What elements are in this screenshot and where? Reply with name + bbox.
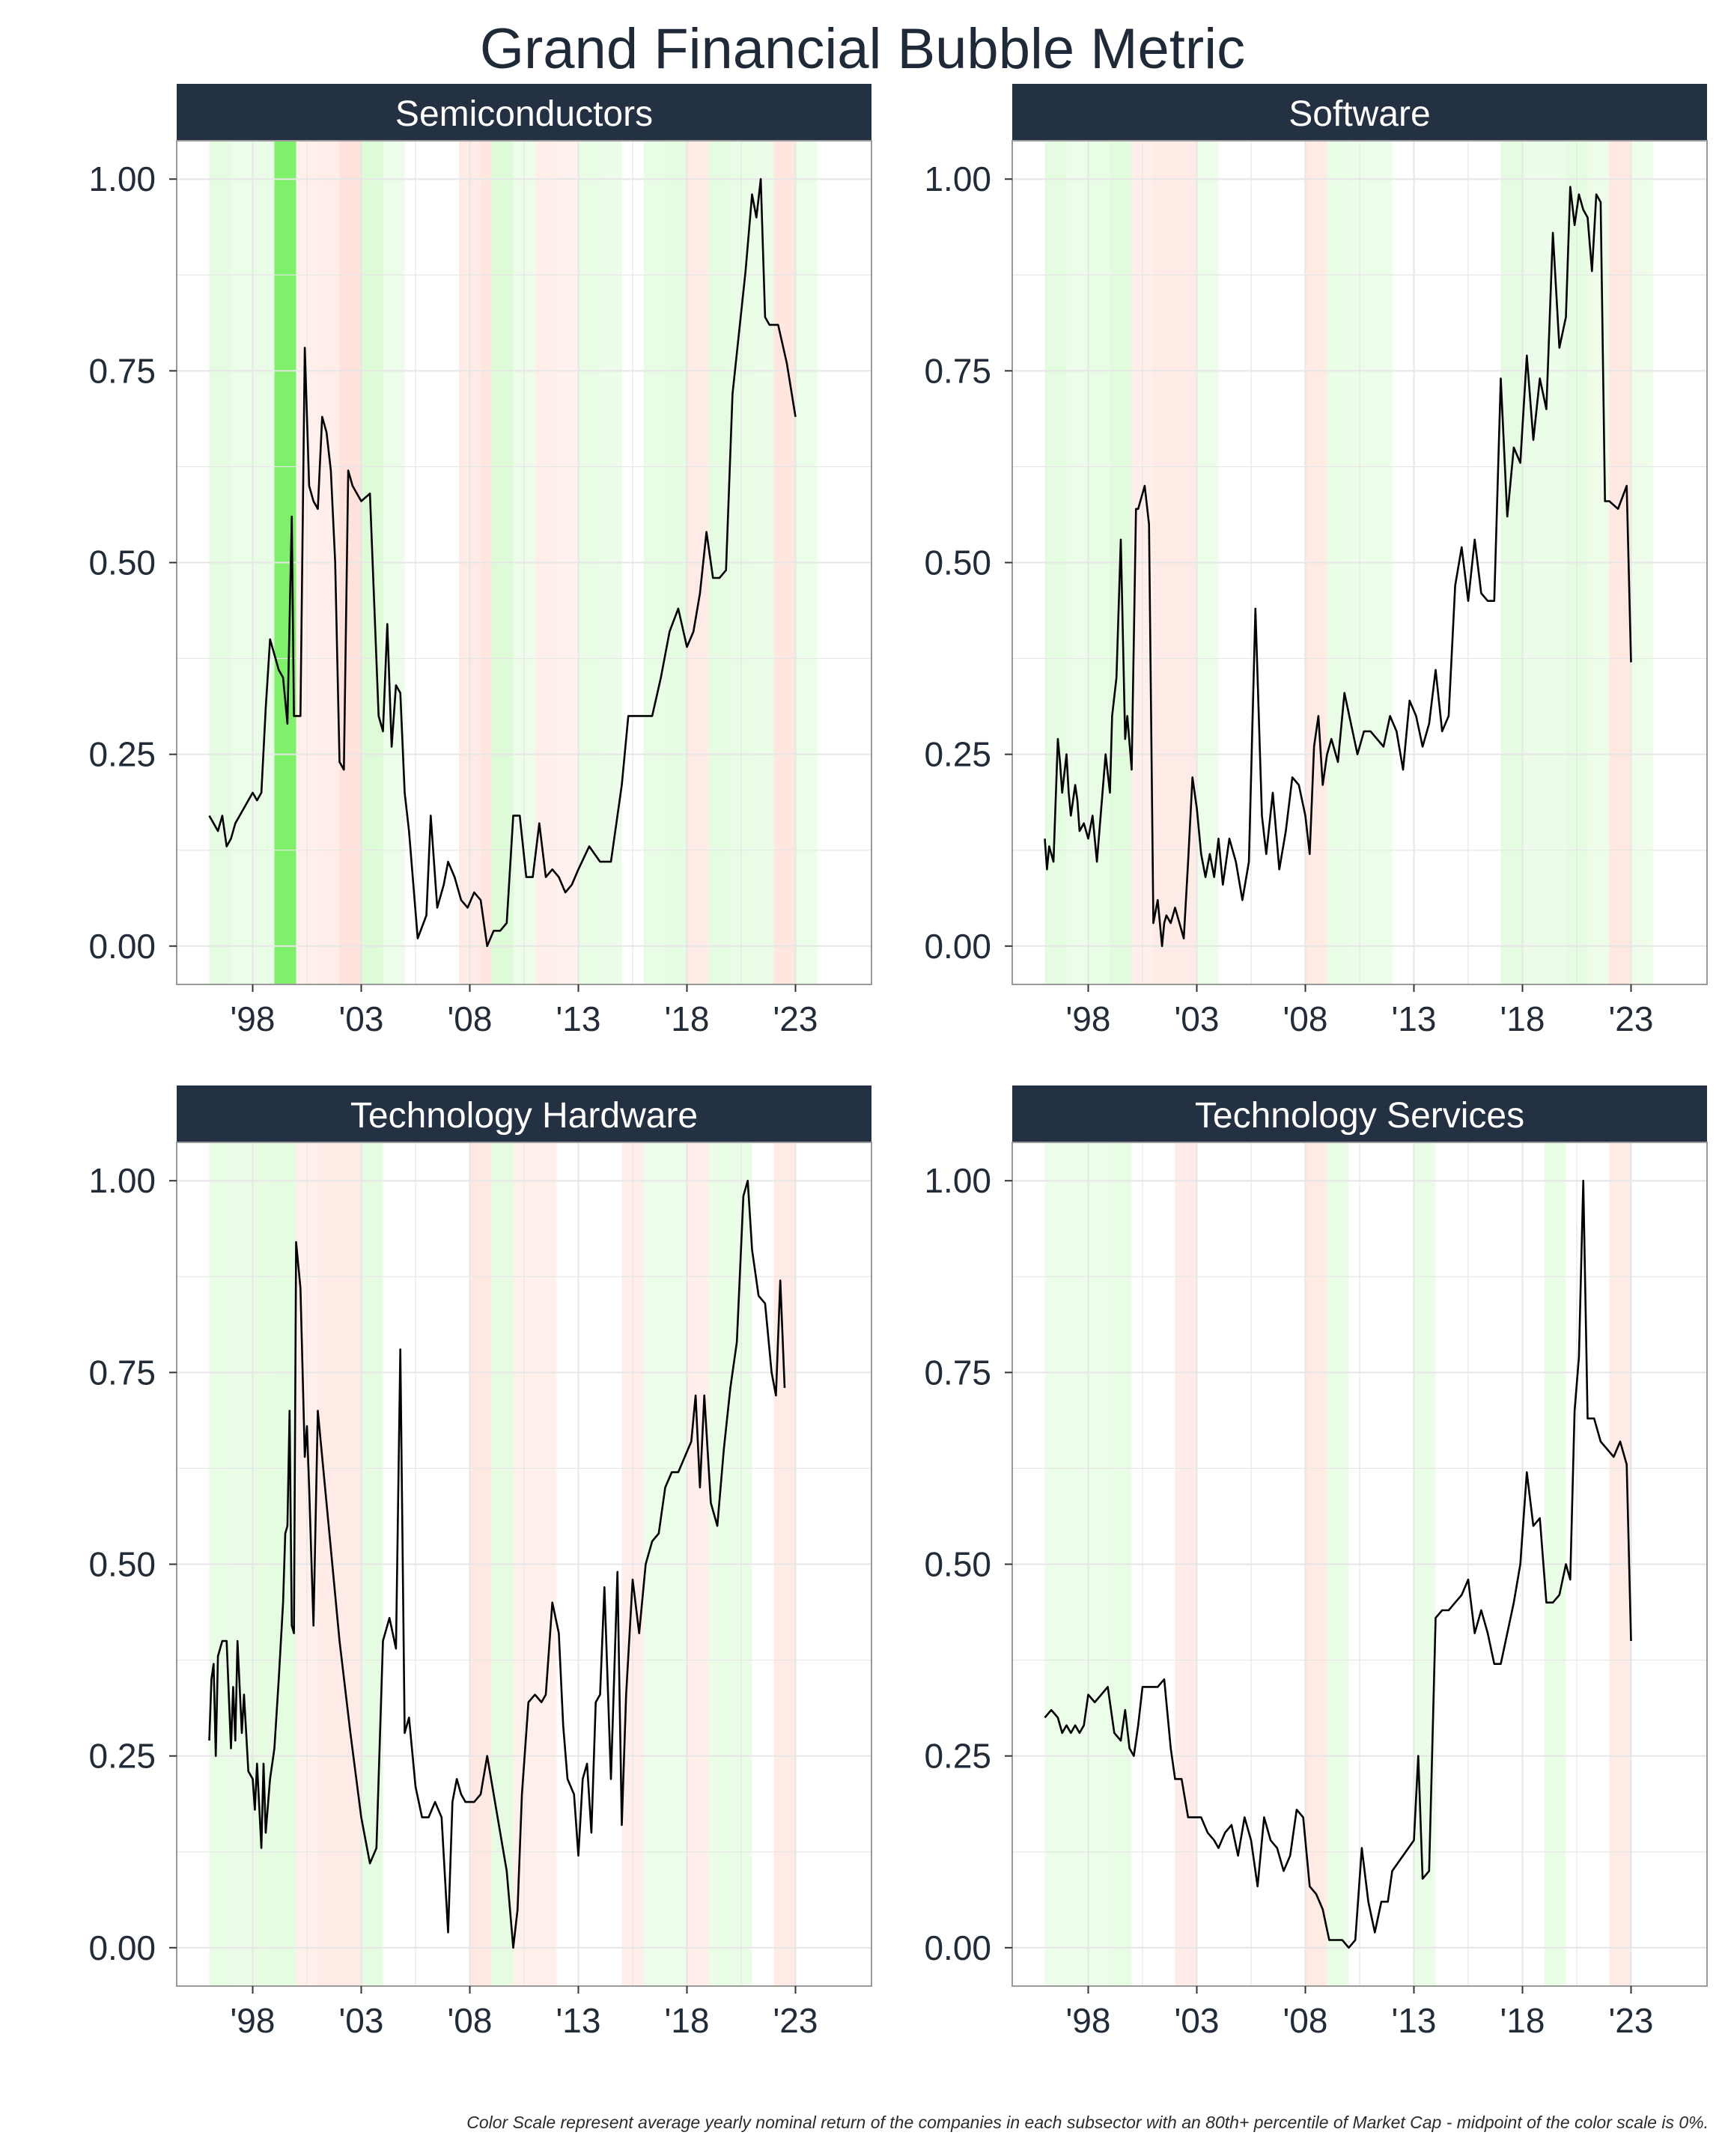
facet-title: Software [1289,94,1430,134]
x-tick-label: '23 [773,2001,818,2040]
x-tick-label: '18 [1500,2001,1545,2040]
y-tick-label: 1.00 [924,159,991,198]
x-tick-label: '18 [665,999,710,1038]
facet-header [1012,1085,1707,1142]
x-tick-label: '03 [1175,999,1220,1038]
y-tick-label: 0.25 [924,1737,991,1776]
x-tick-label: '23 [1609,2001,1654,2040]
x-tick-label: '03 [1175,2001,1220,2040]
y-tick-label: 0.25 [924,735,991,774]
x-tick-label: '13 [556,2001,601,2040]
y-tick-label: 0.50 [88,1545,156,1584]
facet-panel: Technology Hardware 0.00 0.25 0.50 0.75 1.00 '… [88,1085,872,2040]
y-tick-label: 1.00 [924,1161,991,1200]
x-tick-label: '03 [339,2001,384,2040]
facet-header [1012,84,1707,141]
x-tick-label: '18 [1500,999,1545,1038]
x-tick-label: '98 [1066,2001,1111,2040]
y-tick-label: 0.25 [88,735,156,774]
series-line [1044,1179,1632,1949]
y-tick-label: 0.75 [88,1353,156,1392]
facet-header [177,1085,871,1142]
series-line [208,1179,786,1949]
x-tick-label: '03 [339,999,384,1038]
y-tick-label: 1.00 [88,1161,156,1200]
color-scale-caption: Color Scale represent average yearly nom… [466,2113,1709,2132]
x-tick-label: '98 [1066,999,1111,1038]
x-tick-label: '08 [1283,999,1328,1038]
facet-title: Technology Hardware [350,1096,698,1136]
y-tick-label: 0.00 [924,1928,991,1967]
series-line [208,177,797,948]
x-tick-label: '13 [1392,2001,1437,2040]
facet-panel: Software 0.00 0.25 0.50 0.75 1.00 '98 '03 '08 '13… [924,84,1708,1038]
y-tick-label: 0.50 [924,1545,991,1584]
facet-panel: Semiconductors 0.00 0.25 0.50 0.75 1.00 '98 '03… [88,84,872,1038]
facet-title: Semiconductors [395,94,653,134]
x-tick-label: '23 [773,999,818,1038]
y-tick-label: 0.75 [924,351,991,390]
x-tick-label: '18 [665,2001,710,2040]
y-tick-label: 0.50 [924,543,991,582]
x-tick-label: '98 [231,2001,276,2040]
y-tick-label: 0.75 [88,351,156,390]
y-tick-label: 0.50 [88,543,156,582]
y-tick-label: 0.00 [88,927,156,966]
y-tick-label: 1.00 [88,159,156,198]
x-tick-label: '23 [1609,999,1654,1038]
chart-title: Grand Financial Bubble Metric [479,17,1246,81]
x-tick-label: '08 [448,999,493,1038]
x-tick-label: '13 [1392,999,1437,1038]
y-tick-label: 0.00 [88,1928,156,1967]
x-tick-label: '98 [231,999,276,1038]
y-tick-label: 0.75 [924,1353,991,1392]
facet-header [177,84,871,141]
x-tick-label: '13 [556,999,601,1038]
y-tick-label: 0.00 [924,927,991,966]
facet-title: Technology Services [1195,1096,1524,1136]
y-tick-label: 0.25 [88,1737,156,1776]
x-tick-label: '08 [1283,2001,1328,2040]
x-tick-label: '08 [448,2001,493,2040]
series-line [1044,186,1632,948]
facet-panel: Technology Services 0.00 0.25 0.50 0.75 1.00 '… [924,1085,1708,2040]
